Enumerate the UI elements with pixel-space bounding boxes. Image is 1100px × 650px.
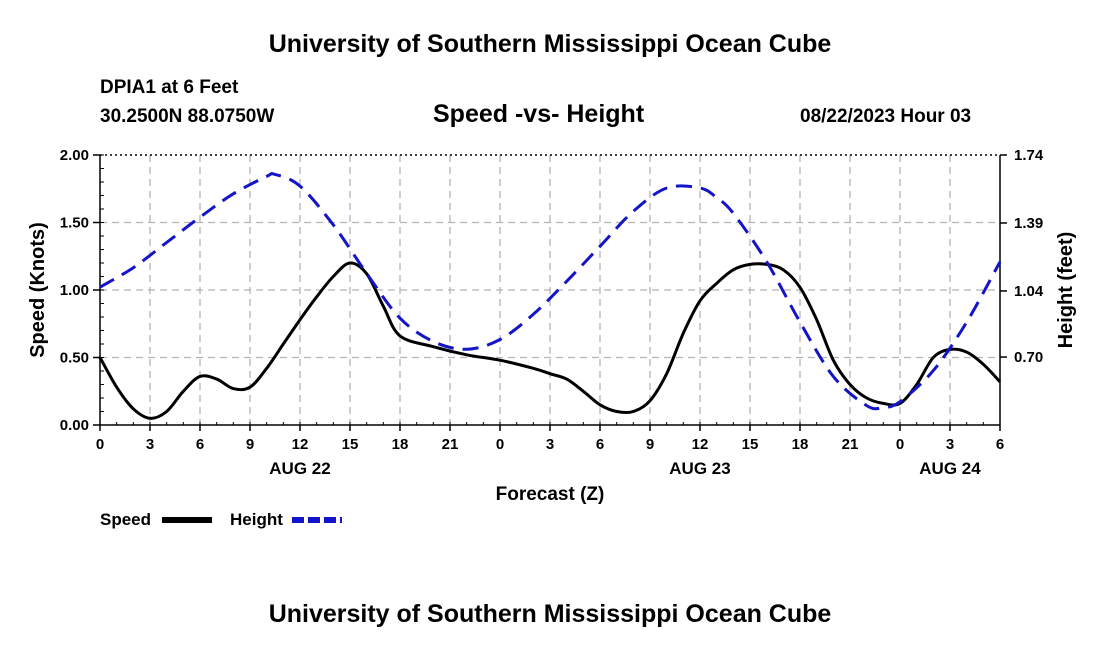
y2-tick-label: 1.04 — [1014, 283, 1044, 300]
chart-title: University of Southern Mississippi Ocean… — [268, 30, 832, 58]
legend-speed-label: Speed — [100, 510, 152, 529]
x-tick-label: 6 — [996, 436, 1004, 453]
x-tick-label: 15 — [742, 436, 759, 453]
x-tick-label: 6 — [596, 436, 604, 453]
x-axis-title: Forecast (Z) — [496, 484, 605, 505]
y2-tick-label: 0.70 — [1014, 349, 1043, 366]
x-tick-label: 3 — [146, 436, 154, 453]
x-tick-label: 12 — [292, 436, 309, 453]
height-series-line — [99, 171, 1002, 411]
forecast-datetime: 08/22/2023 Hour 03 — [800, 106, 972, 127]
date-label: AUG 22 — [269, 459, 330, 478]
y2-tick-label: 1.39 — [1014, 215, 1043, 232]
x-tick-label: 18 — [792, 436, 809, 453]
x-tick-label: 3 — [946, 436, 954, 453]
x-tick-label: 18 — [392, 436, 409, 453]
y2-tick-label: 1.74 — [1014, 147, 1044, 164]
date-label: AUG 24 — [919, 459, 981, 478]
legend-height-label: Height — [230, 510, 283, 529]
y-tick-label: 0.50 — [60, 350, 89, 367]
y2-axis-title: Height (feet) — [1055, 232, 1077, 349]
y-tick-label: 1.50 — [60, 215, 89, 232]
x-tick-label: 9 — [646, 436, 654, 453]
station-label: DPIA1 at 6 Feet — [100, 77, 239, 98]
footer-title: University of Southern Mississippi Ocean… — [268, 600, 832, 628]
x-tick-label: 12 — [692, 436, 709, 453]
x-tick-label: 9 — [246, 436, 254, 453]
station-coordinates: 30.2500N 88.0750W — [100, 106, 275, 127]
x-tick-label: 3 — [546, 436, 554, 453]
x-tick-label: 21 — [442, 436, 459, 453]
x-tick-label: 21 — [842, 436, 859, 453]
x-tick-label: 0 — [496, 436, 504, 453]
y-tick-label: 1.00 — [60, 282, 89, 299]
y-tick-label: 0.00 — [60, 417, 89, 434]
speed-series-line — [98, 261, 1002, 420]
x-tick-label: 0 — [96, 436, 104, 453]
y-tick-label: 2.00 — [60, 147, 89, 164]
chart-subtitle: Speed -vs- Height — [433, 100, 645, 128]
y-axis-title: Speed (Knots) — [27, 222, 49, 358]
date-label: AUG 23 — [669, 459, 730, 478]
x-tick-label: 6 — [196, 436, 204, 453]
x-tick-label: 15 — [342, 436, 359, 453]
x-tick-label: 0 — [896, 436, 904, 453]
